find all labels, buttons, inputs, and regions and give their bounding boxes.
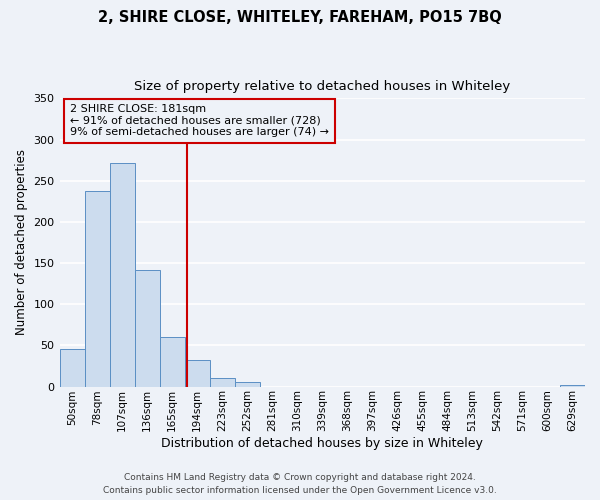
Text: Contains HM Land Registry data © Crown copyright and database right 2024.
Contai: Contains HM Land Registry data © Crown c… xyxy=(103,474,497,495)
Y-axis label: Number of detached properties: Number of detached properties xyxy=(15,150,28,336)
X-axis label: Distribution of detached houses by size in Whiteley: Distribution of detached houses by size … xyxy=(161,437,483,450)
Bar xyxy=(235,382,260,386)
Bar xyxy=(134,270,160,386)
Bar xyxy=(560,385,585,386)
Bar xyxy=(110,162,134,386)
Title: Size of property relative to detached houses in Whiteley: Size of property relative to detached ho… xyxy=(134,80,511,93)
Bar xyxy=(160,337,185,386)
Bar xyxy=(209,378,235,386)
Text: 2, SHIRE CLOSE, WHITELEY, FAREHAM, PO15 7BQ: 2, SHIRE CLOSE, WHITELEY, FAREHAM, PO15 … xyxy=(98,10,502,25)
Bar xyxy=(185,360,209,386)
Text: 2 SHIRE CLOSE: 181sqm
← 91% of detached houses are smaller (728)
9% of semi-deta: 2 SHIRE CLOSE: 181sqm ← 91% of detached … xyxy=(70,104,329,138)
Bar xyxy=(85,192,110,386)
Bar xyxy=(59,348,85,387)
